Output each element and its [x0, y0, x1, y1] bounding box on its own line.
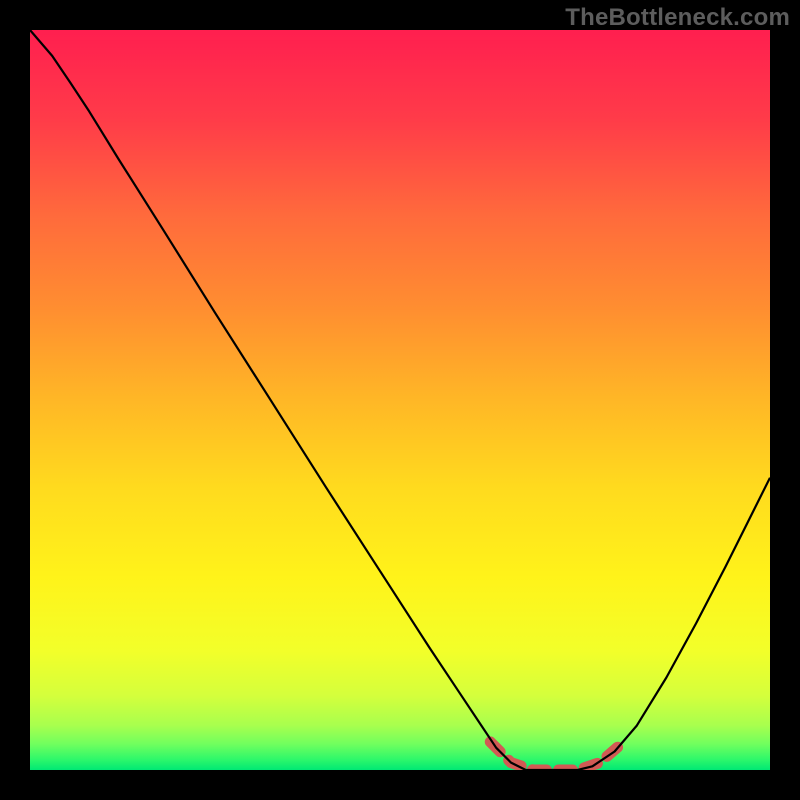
main-curve-path	[30, 30, 770, 770]
watermark-text: TheBottleneck.com	[565, 4, 790, 32]
curve-layer	[30, 30, 770, 770]
plot-area	[30, 30, 770, 770]
bottom-marker-path	[490, 742, 622, 770]
